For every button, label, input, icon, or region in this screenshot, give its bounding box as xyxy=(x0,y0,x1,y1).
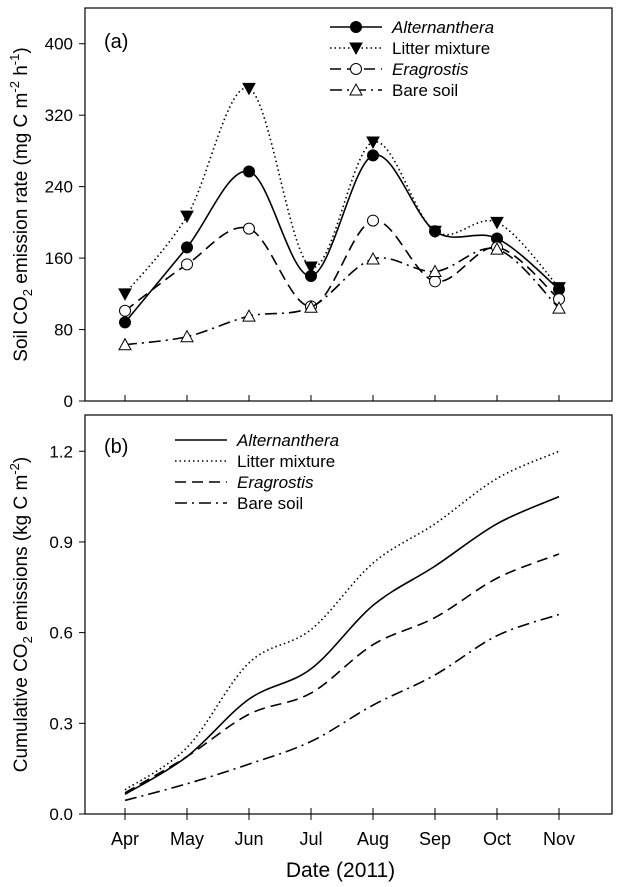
panel-a: 0 80 160 240 320 400 Soil CO2 emission rate (m… xyxy=(7,7,613,411)
legend-marker xyxy=(350,21,362,33)
y-tick-label: 0.0 xyxy=(49,805,73,824)
y-tick-label: 160 xyxy=(45,249,73,268)
y-axis-label-part: emissions (kg C m xyxy=(11,475,32,637)
x-tick-label: May xyxy=(170,829,204,849)
legend-marker xyxy=(349,82,363,96)
y-axis-label-part: -1 xyxy=(7,54,22,66)
data-point xyxy=(242,309,256,322)
x-tick-label: Jun xyxy=(234,829,263,849)
y-axis-label: Cumulative CO2 emissions (kg C m-2) xyxy=(7,457,35,772)
data-point xyxy=(366,251,380,265)
data-point xyxy=(180,210,194,224)
y-axis-label-part: emission rate (mg C m xyxy=(11,93,32,289)
y-axis-label-part: Soil CO xyxy=(11,296,32,361)
y-tick-label: 320 xyxy=(45,106,73,125)
data-point xyxy=(119,304,131,317)
panel-label: (b) xyxy=(104,436,128,458)
data-point xyxy=(367,149,379,162)
x-tick-label: Oct xyxy=(483,829,511,849)
data-point xyxy=(552,282,566,295)
x-tick-label: Nov xyxy=(543,829,575,849)
data-point xyxy=(366,136,380,150)
plot-frame xyxy=(84,414,613,815)
panel-label: (a) xyxy=(104,31,128,53)
x-tick-label: Sep xyxy=(419,829,451,849)
y-tick-label: 240 xyxy=(45,178,73,197)
y-axis-label-part: ) xyxy=(11,47,32,53)
y-axis-label-part: -2 xyxy=(7,463,22,475)
data-point xyxy=(429,275,441,288)
legend-label: Litter mixture xyxy=(392,39,490,58)
y-tick-label: 80 xyxy=(54,321,73,340)
legend-label: Eragrostis xyxy=(392,60,469,79)
y-tick-label: 0.3 xyxy=(49,714,73,733)
series-line xyxy=(124,154,560,323)
series-line xyxy=(124,450,560,791)
data-point xyxy=(304,300,318,313)
data-point xyxy=(428,225,442,239)
data-point xyxy=(180,329,194,343)
data-point xyxy=(367,214,379,227)
x-tick-label: Aug xyxy=(357,829,389,849)
legend-marker xyxy=(349,42,363,56)
legend-label: Eragrostis xyxy=(237,473,314,492)
legend-label: Alternanthera xyxy=(236,431,339,450)
y-axis-label-part: 2 xyxy=(20,289,35,296)
data-point xyxy=(243,222,255,235)
legend-label: Litter mixture xyxy=(237,452,335,471)
legend-label: Bare soil xyxy=(237,494,303,513)
series-line xyxy=(124,553,560,794)
y-tick-label: 400 xyxy=(45,35,73,54)
series-line xyxy=(124,613,560,802)
y-axis-label-part: ) xyxy=(11,457,32,463)
shared-x-axis: Apr May Jun Jul Aug Sep Oct Nov xyxy=(111,814,575,849)
data-point xyxy=(304,261,318,275)
legend-label: Bare soil xyxy=(392,81,458,100)
data-point xyxy=(181,258,193,271)
data-point xyxy=(119,316,131,329)
data-point xyxy=(552,301,566,314)
data-point xyxy=(243,165,255,178)
y-axis-label-part: h xyxy=(11,65,32,81)
data-point xyxy=(181,241,193,254)
y-tick-label: 0.6 xyxy=(49,624,73,643)
data-point xyxy=(118,337,132,351)
legend-label: Alternanthera xyxy=(391,18,494,37)
x-tick-label: Jul xyxy=(299,829,322,849)
data-point xyxy=(118,288,132,301)
panel-b: 0.0 0.3 0.6 0.9 1.2 Cumulative CO2 emissions … xyxy=(7,414,613,824)
x-tick-label: Apr xyxy=(111,829,139,849)
series-line xyxy=(124,495,560,796)
data-point xyxy=(242,82,256,96)
y-axis-label-part: 2 xyxy=(20,636,35,643)
data-point xyxy=(490,242,504,255)
data-point xyxy=(490,216,504,230)
y-axis-label-part: -2 xyxy=(7,81,22,93)
data-point xyxy=(428,264,442,277)
y-axis-label: Soil CO2 emission rate (mg C m-2 h-1) xyxy=(7,47,35,361)
y-tick-label: 0.9 xyxy=(49,533,73,552)
y-tick-label: 1.2 xyxy=(49,442,73,461)
x-axis-label: Date (2011) xyxy=(286,859,395,882)
legend-marker xyxy=(350,63,362,75)
y-tick-label: 0 xyxy=(64,392,73,411)
plot-frame xyxy=(84,7,613,402)
y-axis-label-part: Cumulative CO xyxy=(11,643,32,772)
